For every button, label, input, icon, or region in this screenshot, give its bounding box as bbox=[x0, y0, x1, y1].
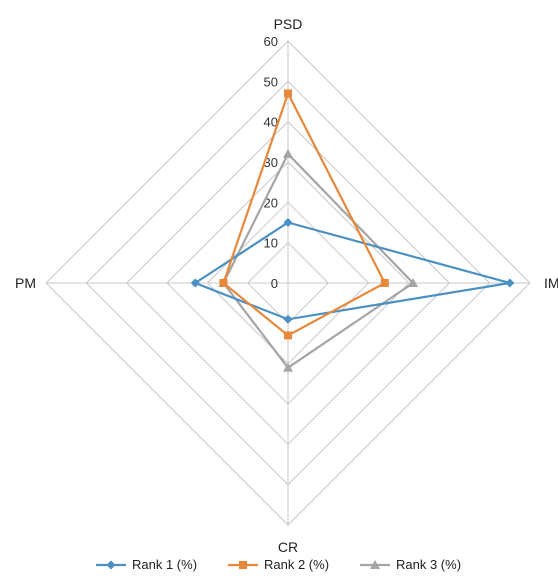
series-rank-3-point bbox=[408, 278, 419, 287]
legend-swatch-marker bbox=[106, 560, 116, 570]
axis-labels: PSD IM CR PM bbox=[15, 16, 558, 555]
tick-label: 20 bbox=[264, 195, 278, 210]
series-layer bbox=[190, 89, 515, 372]
series-rank-1-point bbox=[283, 314, 293, 324]
legend: Rank 1 (%) Rank 2 (%) Rank 3 (%) bbox=[96, 557, 461, 572]
legend-item-rank-2: Rank 2 (%) bbox=[228, 557, 329, 572]
series-rank-2-point bbox=[284, 89, 292, 98]
legend-swatch-marker bbox=[239, 561, 247, 569]
series-rank-1-point bbox=[190, 278, 200, 288]
series-rank-2 bbox=[219, 89, 389, 340]
legend-label: Rank 2 (%) bbox=[264, 557, 329, 572]
tick-label: 0 bbox=[271, 276, 278, 291]
axis-label-cr: CR bbox=[278, 539, 298, 555]
series-rank-1 bbox=[190, 218, 515, 324]
series-rank-2-point bbox=[284, 331, 292, 340]
series-rank-3-point bbox=[283, 362, 293, 372]
legend-item-rank-3: Rank 3 (%) bbox=[360, 557, 461, 572]
axis-label-im: IM bbox=[544, 275, 558, 291]
series-rank-2-line bbox=[222, 90, 387, 337]
series-rank-1-point bbox=[283, 218, 293, 227]
legend-label: Rank 1 (%) bbox=[132, 557, 197, 572]
legend-swatch-marker bbox=[370, 560, 380, 569]
series-rank-1-line bbox=[192, 221, 511, 321]
series-rank-3-line bbox=[222, 152, 415, 370]
axis-label-pm: PM bbox=[15, 275, 36, 291]
axis-label-psd: PSD bbox=[274, 16, 303, 32]
tick-label: 30 bbox=[264, 155, 278, 170]
tick-label: 10 bbox=[264, 236, 278, 251]
series-rank-2-point bbox=[380, 279, 389, 287]
tick-label: 40 bbox=[264, 115, 278, 130]
series-rank-3 bbox=[218, 148, 419, 372]
tick-label: 60 bbox=[264, 34, 278, 49]
tick-label: 50 bbox=[264, 74, 278, 89]
series-rank-1-point bbox=[505, 278, 515, 288]
radial-tick-labels: 0 10 20 30 40 50 60 bbox=[264, 34, 278, 291]
legend-item-rank-1: Rank 1 (%) bbox=[96, 557, 197, 572]
legend-label: Rank 3 (%) bbox=[396, 557, 461, 572]
series-rank-3-point bbox=[283, 148, 293, 158]
radar-spokes bbox=[46, 41, 530, 525]
series-rank-2-point bbox=[219, 279, 228, 287]
